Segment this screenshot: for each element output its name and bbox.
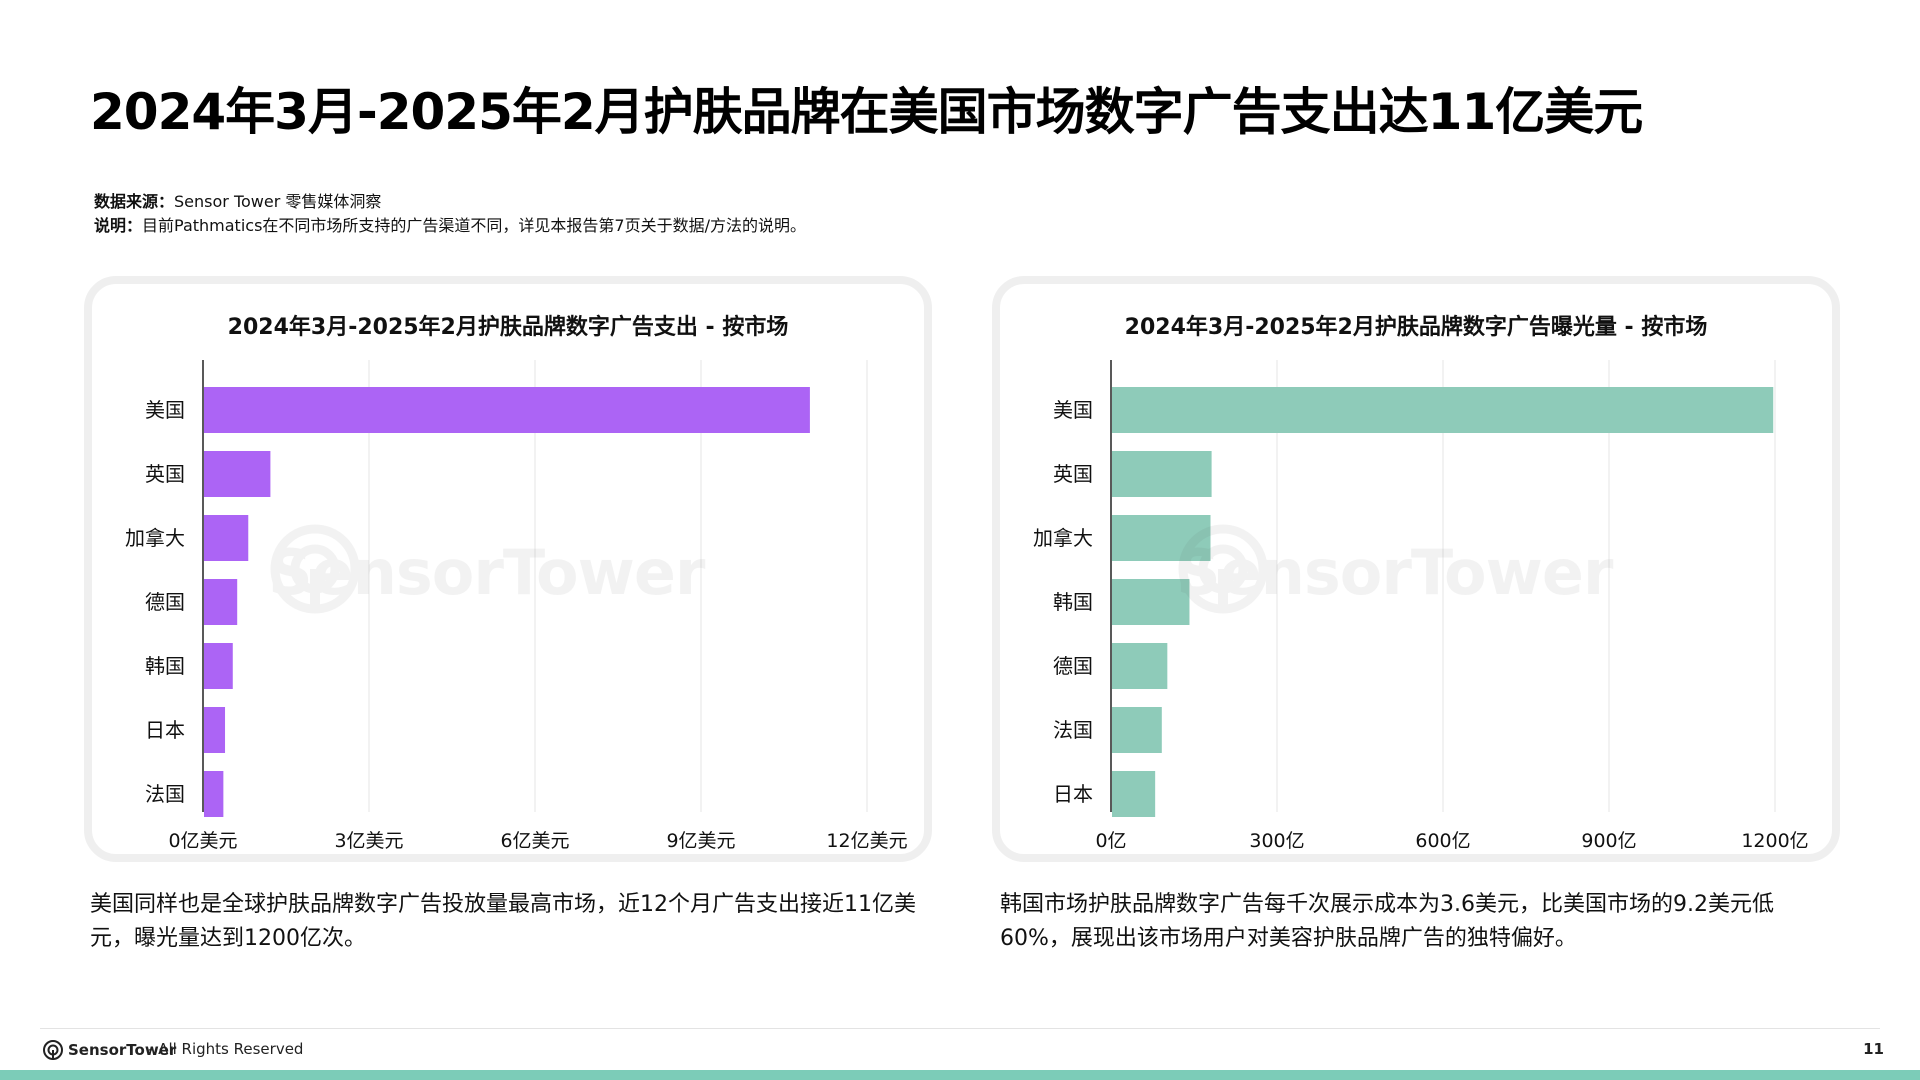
data-source-key: 数据来源： bbox=[94, 192, 175, 211]
chart-title: 2024年3月-2025年2月护肤品牌数字广告支出 - 按市场 bbox=[228, 314, 789, 340]
x-tick-label: 0亿美元 bbox=[168, 830, 237, 852]
x-tick-label: 6亿美元 bbox=[500, 830, 569, 852]
bar bbox=[204, 707, 226, 753]
method-note-value: 目前Pathmatics在不同市场所支持的广告渠道不同，详见本报告第7页关于数据… bbox=[142, 216, 806, 235]
x-tick-label: 900亿 bbox=[1581, 830, 1636, 852]
footer-divider bbox=[40, 1028, 1880, 1029]
x-tick-label: 3亿美元 bbox=[334, 830, 403, 852]
x-tick-label: 1200亿 bbox=[1741, 830, 1808, 852]
footer-copyright: - All Rights Reserved bbox=[148, 1040, 304, 1058]
impressions-chart: 2024年3月-2025年2月护肤品牌数字广告曝光量 - 按市场 0亿 300亿 60… bbox=[1033, 314, 1809, 852]
bar bbox=[1112, 579, 1190, 625]
bar bbox=[1112, 771, 1156, 817]
category-label: 日本 bbox=[1053, 782, 1093, 806]
chart-card-ad-spend: 2024年3月-2025年2月护肤品牌数字广告支出 - 按市场 0亿美元 3亿美元 6… bbox=[84, 276, 932, 862]
category-label: 美国 bbox=[145, 398, 185, 422]
category-label: 韩国 bbox=[1053, 590, 1093, 614]
source-notes: 数据来源：Sensor Tower 零售媒体洞察 说明：目前Pathmatics… bbox=[94, 190, 806, 238]
category-label: 德国 bbox=[145, 590, 185, 614]
bar bbox=[204, 771, 224, 817]
bar bbox=[1112, 707, 1162, 753]
data-source-line: 数据来源：Sensor Tower 零售媒体洞察 bbox=[94, 190, 806, 214]
bar bbox=[1112, 643, 1168, 689]
bar bbox=[204, 579, 238, 625]
category-label: 加拿大 bbox=[125, 526, 185, 550]
bar bbox=[204, 387, 810, 433]
bar bbox=[1112, 387, 1774, 433]
bar bbox=[1112, 451, 1212, 497]
bottom-accent-band bbox=[0, 1070, 1920, 1080]
chart-card-impressions: 2024年3月-2025年2月护肤品牌数字广告曝光量 - 按市场 0亿 300亿 60… bbox=[992, 276, 1840, 862]
method-note-key: 说明： bbox=[94, 216, 143, 235]
x-tick-label: 600亿 bbox=[1415, 830, 1470, 852]
category-label: 加拿大 bbox=[1033, 526, 1093, 550]
chart-title: 2024年3月-2025年2月护肤品牌数字广告曝光量 - 按市场 bbox=[1125, 314, 1708, 340]
bar bbox=[204, 643, 233, 689]
bar bbox=[1112, 515, 1211, 561]
x-tick-label: 300亿 bbox=[1249, 830, 1304, 852]
footer-logo: SensorTower bbox=[42, 1039, 176, 1061]
category-label: 日本 bbox=[145, 718, 185, 742]
caption-ad-spend: 美国同样也是全球护肤品牌数字广告投放量最高市场，近12个月广告支出接近11亿美元… bbox=[90, 892, 916, 951]
data-source-value: Sensor Tower 零售媒体洞察 bbox=[174, 192, 382, 211]
category-label: 英国 bbox=[145, 462, 185, 486]
method-note-line: 说明：目前Pathmatics在不同市场所支持的广告渠道不同，详见本报告第7页关… bbox=[94, 214, 806, 238]
category-label: 法国 bbox=[145, 782, 185, 806]
category-label: 美国 bbox=[1053, 398, 1093, 422]
category-label: 英国 bbox=[1053, 462, 1093, 486]
page-number: 11 bbox=[1863, 1040, 1884, 1058]
sensortower-logo-icon bbox=[43, 1040, 63, 1060]
bar bbox=[204, 515, 249, 561]
x-tick-label: 12亿美元 bbox=[826, 830, 907, 852]
category-label: 德国 bbox=[1053, 654, 1093, 678]
category-label: 法国 bbox=[1053, 718, 1093, 742]
x-tick-label: 9亿美元 bbox=[666, 830, 735, 852]
page-title: 2024年3月-2025年2月护肤品牌在美国市场数字广告支出达11亿美元 bbox=[90, 83, 1643, 141]
footer-brand: SensorTower bbox=[68, 1041, 177, 1059]
category-label: 韩国 bbox=[145, 654, 185, 678]
x-tick-label: 0亿 bbox=[1095, 830, 1126, 852]
bar bbox=[204, 451, 271, 497]
caption-impressions: 韩国市场护肤品牌数字广告每千次展示成本为3.6美元，比美国市场的9.2美元低60… bbox=[1000, 892, 1774, 951]
ad-spend-chart: 2024年3月-2025年2月护肤品牌数字广告支出 - 按市场 0亿美元 3亿美元 6… bbox=[125, 314, 908, 852]
